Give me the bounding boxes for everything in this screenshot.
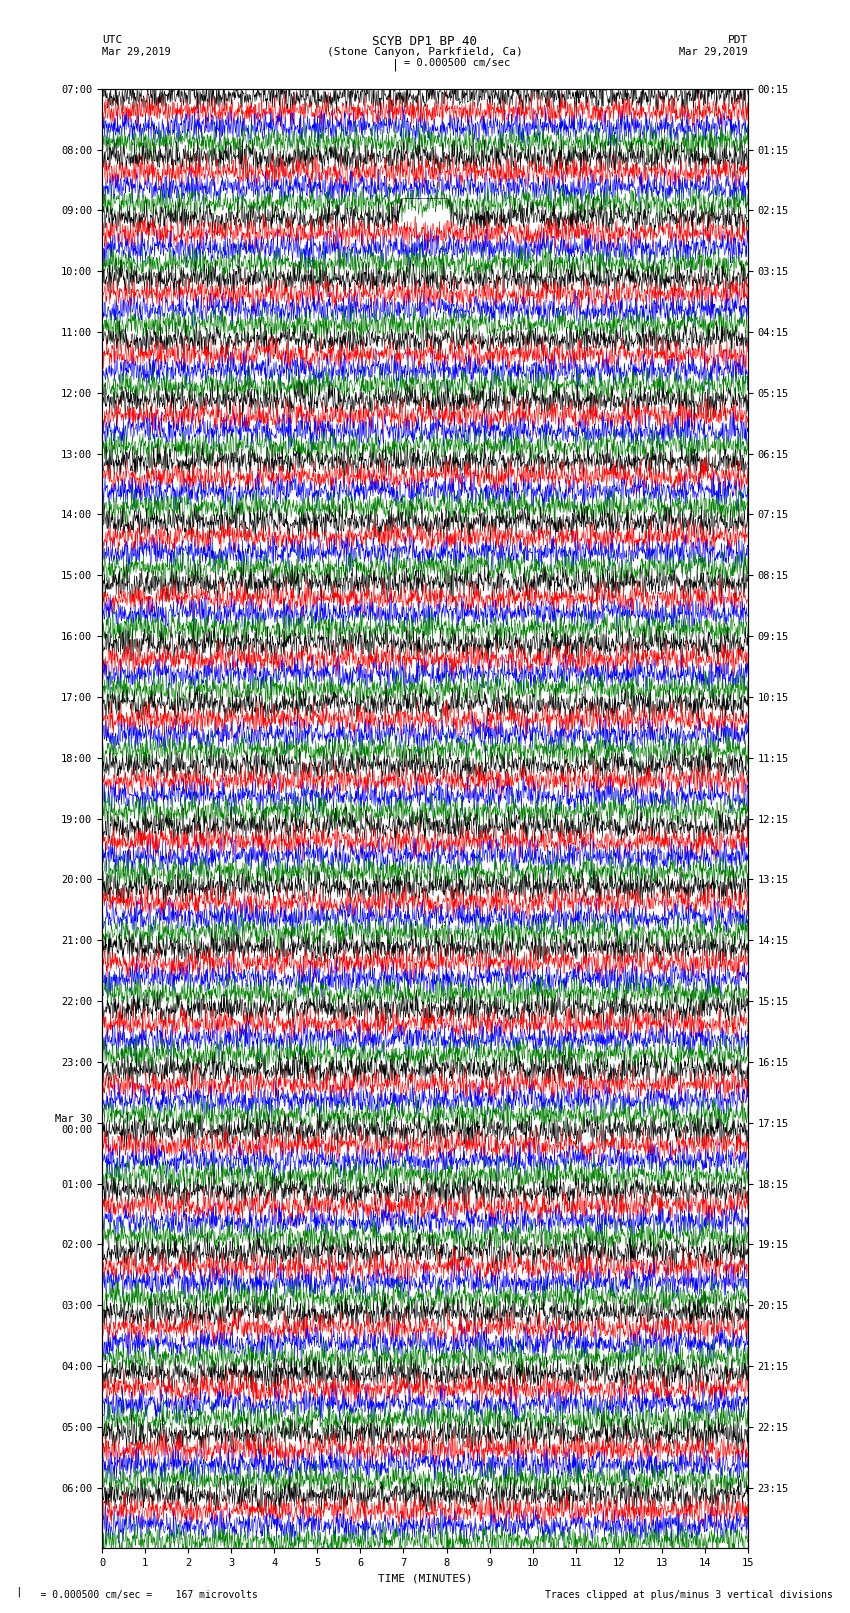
Text: |: | — [392, 58, 399, 71]
X-axis label: TIME (MINUTES): TIME (MINUTES) — [377, 1574, 473, 1584]
Text: Traces clipped at plus/minus 3 vertical divisions: Traces clipped at plus/minus 3 vertical … — [545, 1590, 833, 1600]
Text: Mar 29,2019: Mar 29,2019 — [679, 47, 748, 56]
Text: SCYB DP1 BP 40: SCYB DP1 BP 40 — [372, 35, 478, 48]
Text: PDT: PDT — [728, 35, 748, 45]
Text: (Stone Canyon, Parkfield, Ca): (Stone Canyon, Parkfield, Ca) — [327, 47, 523, 56]
Text: |: | — [15, 1586, 22, 1597]
Text: = 0.000500 cm/sec =    167 microvolts: = 0.000500 cm/sec = 167 microvolts — [17, 1590, 258, 1600]
Text: UTC: UTC — [102, 35, 122, 45]
Text: = 0.000500 cm/sec: = 0.000500 cm/sec — [404, 58, 510, 68]
Text: Mar 29,2019: Mar 29,2019 — [102, 47, 171, 56]
